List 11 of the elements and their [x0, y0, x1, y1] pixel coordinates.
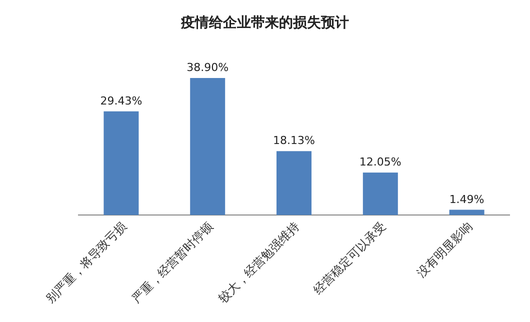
- x-tick-label: 较大，经营勉强维持: [216, 219, 302, 306]
- x-tick-label: 严重，经营暂时停顿: [129, 219, 216, 306]
- data-label: 29.43%: [100, 94, 142, 108]
- chart-title: 疫情给企业带来的损失预计: [180, 14, 349, 31]
- x-tick-label: 经营稳定可以承受: [310, 219, 389, 298]
- x-tick-label: 别严重，将导致亏损: [43, 219, 130, 306]
- data-label: 38.90%: [186, 61, 229, 74]
- data-label: 18.13%: [273, 134, 315, 148]
- x-tick-label: 没有明显影响: [414, 219, 475, 280]
- data-label: 1.49%: [449, 192, 484, 206]
- data-label: 12.05%: [359, 156, 402, 169]
